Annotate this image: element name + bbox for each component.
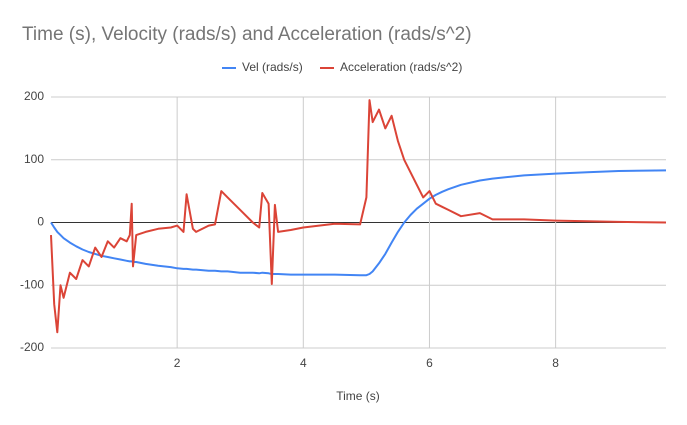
y-tick-label: 0: [37, 215, 44, 229]
series-line: [50, 99, 667, 334]
legend-label: Acceleration (rads/s^2): [340, 60, 462, 74]
chart-title: Time (s), Velocity (rads/s) and Accelera…: [22, 24, 472, 45]
x-tick-label: 8: [552, 356, 559, 370]
x-tick-label: 2: [174, 356, 181, 370]
y-tick-label: -200: [20, 340, 44, 354]
y-tick-label: 200: [24, 89, 44, 103]
y-tick-label: -100: [20, 277, 44, 291]
legend-label: Vel (rads/s): [242, 60, 303, 74]
series-line: [50, 169, 667, 277]
y-tick-label: 100: [24, 152, 44, 166]
x-tick-label: 6: [426, 356, 433, 370]
x-tick-label: 4: [300, 356, 307, 370]
x-axis-title: Time (s): [336, 389, 380, 403]
